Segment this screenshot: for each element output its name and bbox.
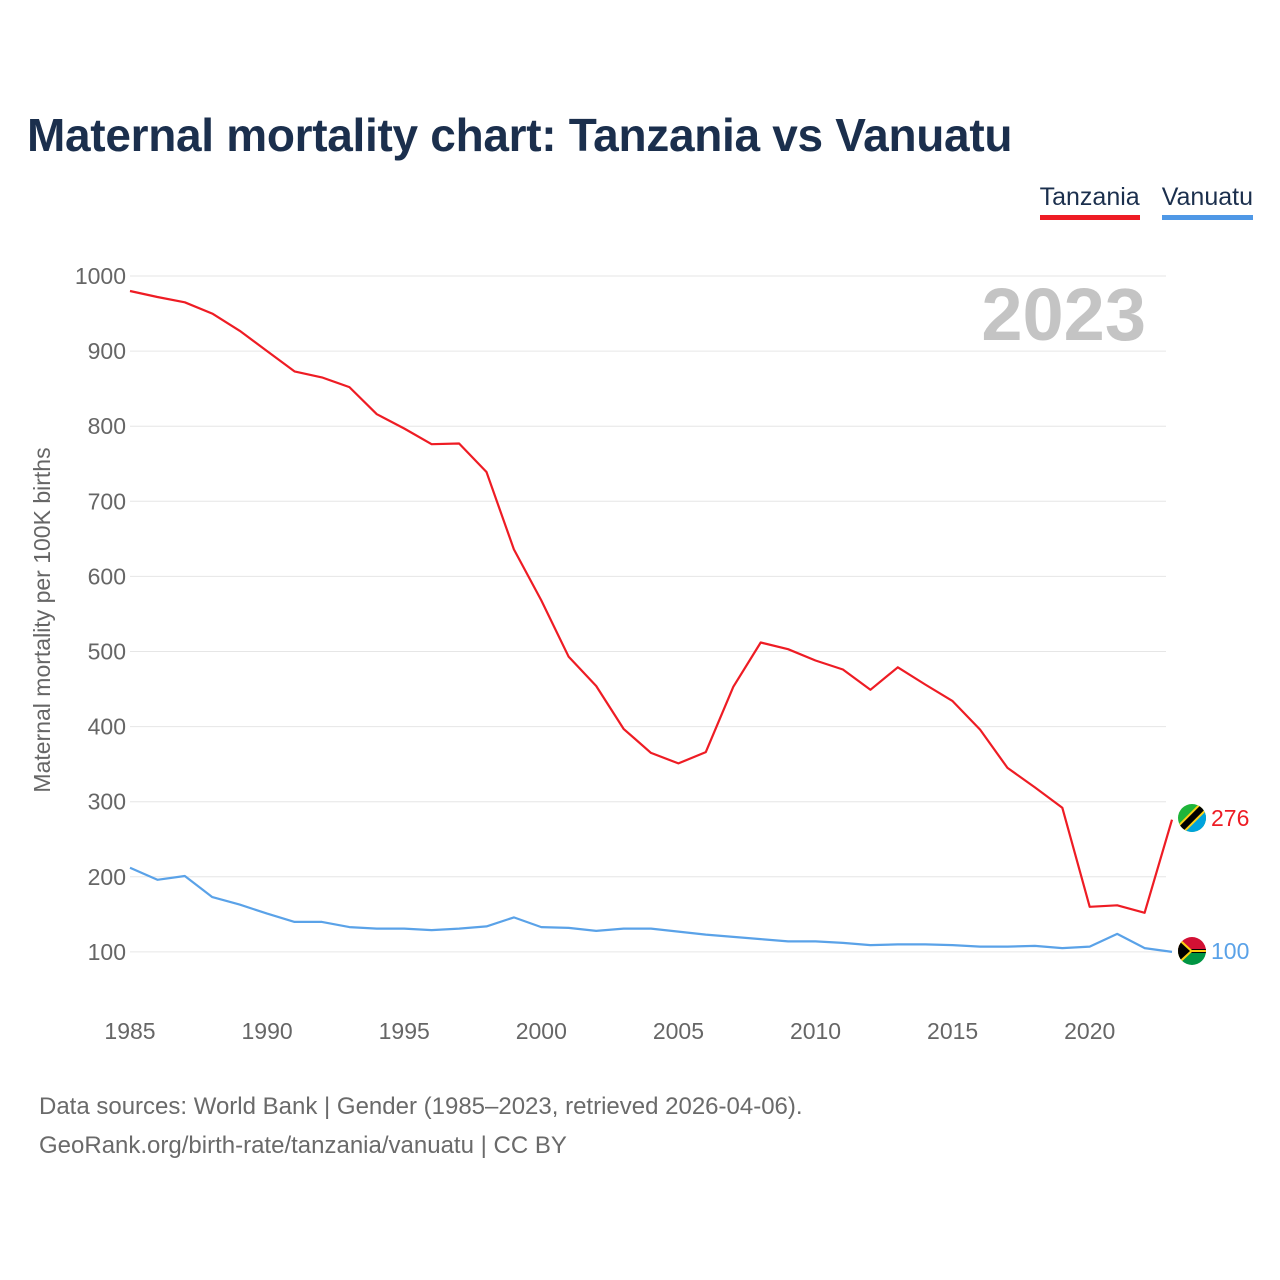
x-tick-label: 1985	[104, 1018, 155, 1044]
x-tick-label: 2020	[1064, 1018, 1115, 1044]
x-tick-label: 2015	[927, 1018, 978, 1044]
y-tick-label: 1000	[75, 263, 126, 289]
x-tick-label: 2005	[653, 1018, 704, 1044]
y-axis-label: Maternal mortality per 100K births	[29, 447, 55, 792]
page-title: Maternal mortality chart: Tanzania vs Va…	[27, 109, 1013, 161]
series-line-tanzania	[129, 289, 1174, 914]
y-tick-label: 200	[88, 864, 126, 890]
y-tick-label: 400	[88, 714, 126, 740]
y-tick-label: 300	[88, 789, 126, 815]
year-watermark: 2023	[981, 273, 1146, 356]
line-chart: 100 200 300 400 500 600 700 800 900 1000 1985 1990…	[29, 263, 1249, 1044]
legend-item-tanzania[interactable]: Tanzania	[1039, 183, 1140, 220]
tanzania-flag-icon	[1178, 804, 1206, 832]
y-tick-label: 500	[88, 639, 126, 665]
legend: Tanzania Vanuatu	[1039, 183, 1253, 220]
y-axis-ticks: 100 200 300 400 500 600 700 800 900 1000	[75, 263, 126, 965]
y-tick-label: 800	[88, 413, 126, 439]
legend-item-vanuatu[interactable]: Vanuatu	[1161, 183, 1253, 220]
x-tick-label: 1995	[379, 1018, 430, 1044]
end-label-tanzania: 276	[1211, 805, 1249, 831]
x-tick-label: 2010	[790, 1018, 841, 1044]
vanuatu-flag-icon	[1178, 937, 1206, 965]
y-tick-label: 100	[88, 939, 126, 965]
end-labels: 276 100	[1211, 805, 1249, 964]
x-axis-ticks: 1985 1990 1995 2000 2005 2010 2015 2020	[104, 1018, 1115, 1044]
series-lines	[129, 289, 1174, 953]
y-tick-label: 700	[88, 488, 126, 514]
grid-lines	[130, 275, 1166, 953]
footer-link[interactable]: GeoRank.org/birth-rate/tanzania/vanuatu …	[39, 1132, 567, 1159]
end-label-vanuatu: 100	[1211, 938, 1249, 964]
x-tick-label: 2000	[516, 1018, 567, 1044]
footer: Data sources: World Bank | Gender (1985–…	[39, 1087, 803, 1165]
y-tick-label: 600	[88, 563, 126, 589]
x-tick-label: 1990	[242, 1018, 293, 1044]
y-tick-label: 900	[88, 338, 126, 364]
series-line-vanuatu	[129, 866, 1173, 953]
footer-source: Data sources: World Bank | Gender (1985–…	[39, 1093, 803, 1120]
